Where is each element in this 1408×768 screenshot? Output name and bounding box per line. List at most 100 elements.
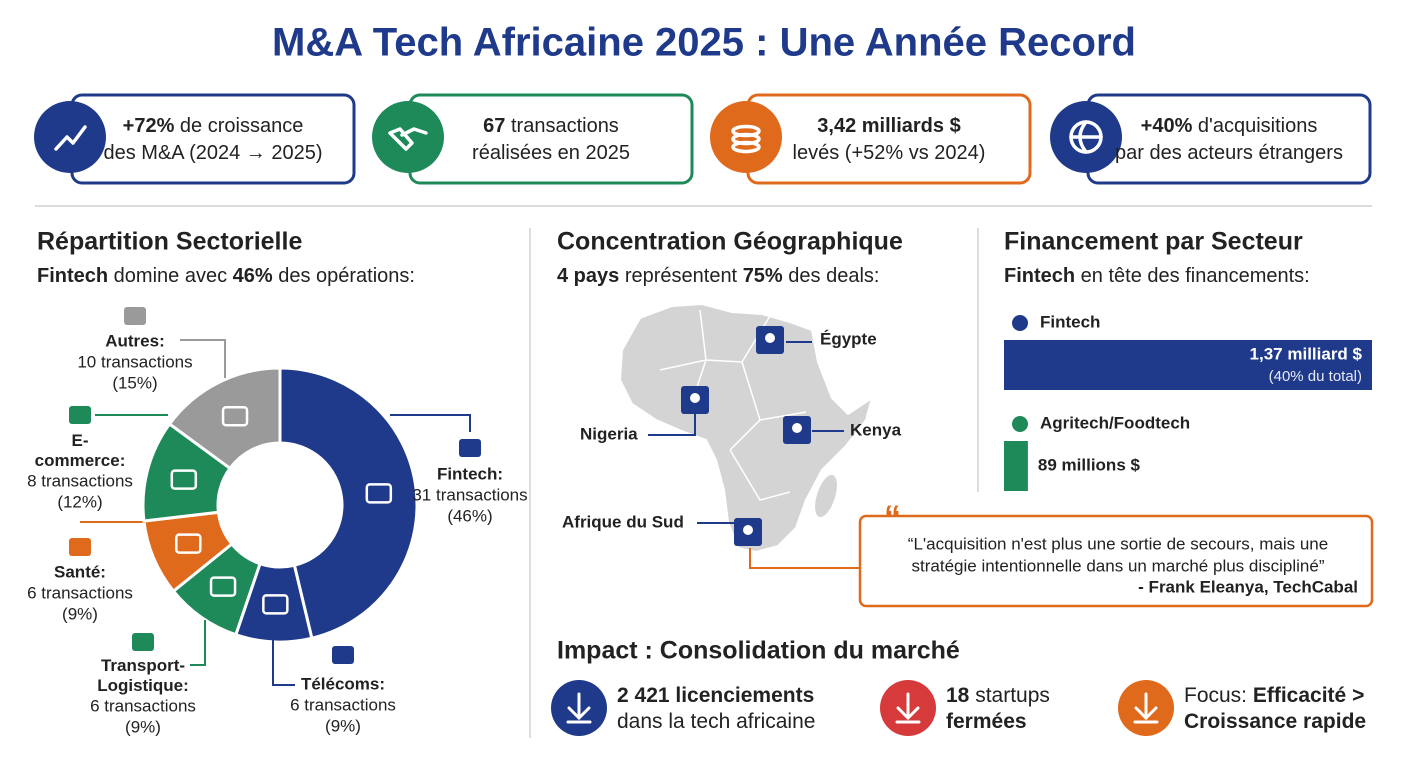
segment-label: Transport-Logistique: [97,656,189,695]
label-icon [69,406,91,424]
pin-dot [743,525,753,535]
segment-percent: (9%) [125,717,161,736]
segment-label: E-commerce: [35,431,126,470]
text-run: Transport- [101,656,185,675]
text-run: startups [969,684,1050,707]
leader-line [272,640,295,686]
category-icon [1012,315,1028,331]
country-label: Kenya [850,420,902,439]
text-run: des deals: [783,265,880,287]
impact-text: Croissance rapide [1184,710,1366,733]
text-run: d'acquisitions [1192,115,1317,137]
kpi-text: par des acteurs étrangers [1115,142,1343,164]
text-run: par des acteurs étrangers [1115,142,1343,164]
country-label: Afrique du Sud [562,512,684,531]
impact-glyph [895,692,921,724]
quote-leader [749,548,860,569]
country-label: Nigeria [580,424,638,443]
country-label: Égypte [820,329,877,348]
text-run: Focus: [1184,684,1253,707]
section-subtitle: 4 pays représentent 75% des deals: [557,265,879,287]
impact-text: 2 421 licenciements [617,684,814,707]
text-run: 46% [233,265,273,287]
kpi-text: 3,42 milliards $ [817,115,960,137]
segment-value: 6 transactions [27,583,133,602]
kpi-text: +40% d'acquisitions [1141,115,1318,137]
africa-map [618,302,874,554]
section-subtitle: Fintech en tête des financements: [1004,265,1310,287]
page-title: M&A Tech Africaine 2025 : Une Année Reco… [272,21,1136,65]
text-run: 4 pays [557,265,619,287]
segment-icon [365,483,393,504]
text-run: 67 [483,115,505,137]
leader-line [390,414,471,432]
segment-percent: (9%) [325,716,361,735]
segment-value: 8 transactions [27,471,133,490]
kpi-card [70,93,356,185]
icon-stroke [1069,120,1103,154]
section-title: Impact : Consolidation du marché [557,637,960,665]
text-run: dans la tech africaine [617,710,815,733]
quote-mark: “ [884,499,901,537]
kpi-text: des M&A (2024 → 2025) [103,142,322,164]
kpi-text: 67 transactions [483,115,619,137]
kpi-text: réalisées en 2025 [472,142,630,164]
text-run: +40% [1141,115,1193,137]
pin-dot [765,333,775,343]
segment-icon [175,533,202,554]
kpi-icon-glyph [388,127,428,151]
text-run: 2 421 licenciements [617,684,814,707]
segment-value: 6 transactions [290,695,396,714]
quote-line: “L'acquisition n'est plus une sortie de … [908,534,1328,553]
bar-note: (40% du total) [1269,368,1362,385]
text-run: des opérations: [273,265,415,287]
pin-dot [690,393,700,403]
kpi-icon-glyph [54,125,87,151]
section-subtitle: Fintech domine avec 46% des opérations: [37,265,415,287]
bar [1004,340,1372,390]
bar-category: Fintech [1040,312,1100,331]
icon-stroke [731,124,761,138]
icon-stroke [54,125,87,151]
bar [1004,441,1028,491]
category-icon [1012,416,1028,432]
quote-box [858,514,1374,608]
text-run: de croissance [174,115,303,137]
segment-label: Autres: [105,331,165,350]
kpi-icon-glyph [731,124,761,154]
donut-segment [167,366,282,471]
text-run: Fintech [1004,265,1075,287]
text-run: fermées [946,710,1027,733]
quote-line: stratégie intentionnelle dans un marché … [912,556,1325,575]
text-run: 18 [946,684,970,707]
label-icon [459,439,481,457]
segment-value: 31 transactions [412,485,527,504]
bar-value-label: 1,37 milliard $ [1250,344,1363,363]
pin-leader [648,414,696,436]
kpi-text: +72% de croissance [123,115,304,137]
section-title: Financement par Secteur [1004,228,1303,256]
kpi-card [746,93,1032,185]
text-run: Efficacité > [1253,684,1364,707]
text-run: des M&A (2024 → 2025) [103,142,322,164]
section-title: Répartition Sectorielle [37,228,302,256]
segment-icon [209,576,237,597]
label-icon [332,646,354,664]
pin-dot [792,423,802,433]
kpi-card [408,93,694,185]
impact-text: fermées [946,710,1027,733]
impact-text: 18 startups [946,684,1050,707]
text-run: domine avec [108,265,233,287]
bar-category: Agritech/Foodtech [1040,413,1190,432]
leader-line [190,620,206,666]
impact-text: dans la tech africaine [617,710,815,733]
label-icon [124,307,146,325]
section-title: Concentration Géographique [557,228,903,256]
segment-value: 6 transactions [90,696,196,715]
text-run: Fintech [37,265,108,287]
leader-line [180,339,226,378]
text-run: commerce: [35,451,126,470]
donut-segment [278,366,419,641]
text-run: Croissance rapide [1184,710,1366,733]
